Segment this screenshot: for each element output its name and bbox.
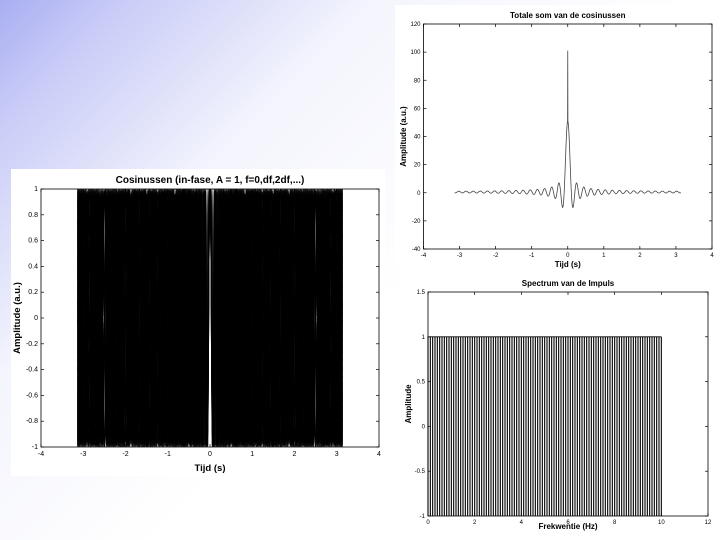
spectrum-xtick-label: 6 [566, 520, 570, 526]
sum-ytick-label: 40 [414, 135, 421, 141]
spectrum-xtick-label: 4 [520, 520, 524, 526]
sum-xtick-label: -3 [457, 253, 463, 259]
cosines-ytick-label: -0.2 [26, 341, 38, 348]
cosines-xtick-label: 1 [250, 451, 254, 458]
spectrum-xtick-label: 2 [473, 520, 477, 526]
sum-ytick-label: 120 [410, 22, 421, 28]
cosine-series-group [77, 189, 343, 447]
sum-chart-panel: -4 -3 -2 -1 0 1 2 3 4 120 100 80 60 40 20 0 -20 -40 Totale… [395, 5, 716, 270]
cosines-ytick-label: -0.8 [26, 418, 38, 425]
cosine-series-line [77, 189, 343, 447]
spectrum-ytick-label: -1 [420, 514, 426, 520]
spectrum-ylabel: Amplitude [404, 384, 413, 424]
cosines-xtick-label: 4 [377, 451, 381, 458]
sum-series-line [454, 50, 682, 208]
spectrum-xlabel: Frekwentie (Hz) [538, 522, 597, 531]
spectrum-ytick-label: -0.5 [415, 469, 426, 475]
spectrum-xtick-label: 12 [705, 520, 712, 526]
cosines-ytick-label: 0.4 [28, 263, 38, 270]
spectrum-xtick-label: 10 [658, 520, 665, 526]
sum-ytick-label: 60 [414, 106, 421, 112]
cosines-xtick-label: -4 [38, 451, 44, 458]
cosines-ytick-label: -1 [32, 444, 38, 451]
sum-xtick-label: -4 [421, 253, 427, 259]
sum-xlabel: Tijd (s) [555, 260, 581, 269]
cosines-xtick-label: 0 [208, 451, 212, 458]
sum-xtick-label: 1 [602, 253, 606, 259]
cosines-xtick-label: -3 [80, 451, 86, 458]
spectrum-chart-panel: 0 2 4 6 8 10 12 1.5 1 0.5 0 -0.5 -1 Spectrum van de I… [400, 275, 716, 532]
cosines-xtick-label: -1 [165, 451, 171, 458]
sum-ytick-label: 0 [417, 191, 421, 197]
cosines-ylabel: Amplitude (a.u.) [12, 282, 23, 354]
cosine-series-line [77, 189, 343, 447]
cosines-xlabel: Tijd (s) [195, 463, 226, 474]
cosines-ytick-label: 0.8 [28, 212, 38, 219]
spectrum-ytick-label: 1.5 [417, 290, 426, 296]
sum-xtick-label: -2 [493, 253, 499, 259]
cosines-xtick-label: 2 [293, 451, 297, 458]
spectrum-title: Spectrum van de Impuls [522, 279, 615, 288]
sum-ylabel: Amplitude (a.u.) [399, 106, 408, 167]
sum-xtick-label: 3 [674, 253, 678, 259]
cosines-xtick-label: -2 [122, 451, 128, 458]
spectrum-ytick-label: 1 [422, 335, 426, 341]
sum-ytick-label: 100 [410, 50, 421, 56]
sum-xtick-label: 4 [710, 253, 714, 259]
cosine-series-line [77, 189, 343, 447]
sum-ytick-label: 20 [414, 163, 421, 169]
sum-ytick-label: -20 [412, 219, 421, 225]
sum-ytick-label: 80 [414, 78, 421, 84]
spectrum-ytick-label: 0.5 [417, 380, 426, 386]
cosines-chart: -4 -3 -2 -1 0 1 2 3 4 1 0.8 0.6 0.4 0.2 0 -0.2 -0.4 -0.6 -… [12, 175, 381, 474]
spectrum-xtick-label: 8 [613, 520, 617, 526]
cosines-ytick-label: 0 [34, 315, 38, 322]
cosines-ytick-label: -0.6 [26, 392, 38, 399]
sum-title: Totale som van de cosinussen [510, 11, 626, 20]
cosines-ytick-label: -0.4 [26, 367, 38, 374]
sum-chart: -4 -3 -2 -1 0 1 2 3 4 120 100 80 60 40 20 0 -20 -40 Totale… [399, 11, 714, 269]
cosines-xtick-label: 3 [335, 451, 339, 458]
spectrum-ytick-label: 0 [422, 424, 426, 430]
cosines-chart-panel: -4 -3 -2 -1 0 1 2 3 4 1 0.8 0.6 0.4 0.2 0 -0.2 -0.4 -0.6 -… [11, 169, 385, 476]
spectrum-xtick-label: 0 [426, 520, 430, 526]
spectrum-bars [427, 336, 662, 516]
cosines-ytick-label: 0.6 [28, 238, 38, 245]
spectrum-chart: 0 2 4 6 8 10 12 1.5 1 0.5 0 -0.5 -1 Spectrum van de I… [404, 279, 712, 531]
cosines-ytick-label: 1 [34, 186, 38, 193]
sum-xtick-label: 0 [566, 253, 570, 259]
cosines-title: Cosinussen (in-fase, A = 1, f=0,df,2df,.… [116, 175, 305, 186]
sum-axes: -4 -3 -2 -1 0 1 2 3 4 120 100 80 60 40 20 0 -20 -40 [410, 22, 714, 259]
sum-ytick-label: -40 [412, 247, 421, 253]
cosines-ytick-label: 0.2 [28, 289, 38, 296]
sum-xtick-label: -1 [529, 253, 535, 259]
sum-xtick-label: 2 [638, 253, 642, 259]
